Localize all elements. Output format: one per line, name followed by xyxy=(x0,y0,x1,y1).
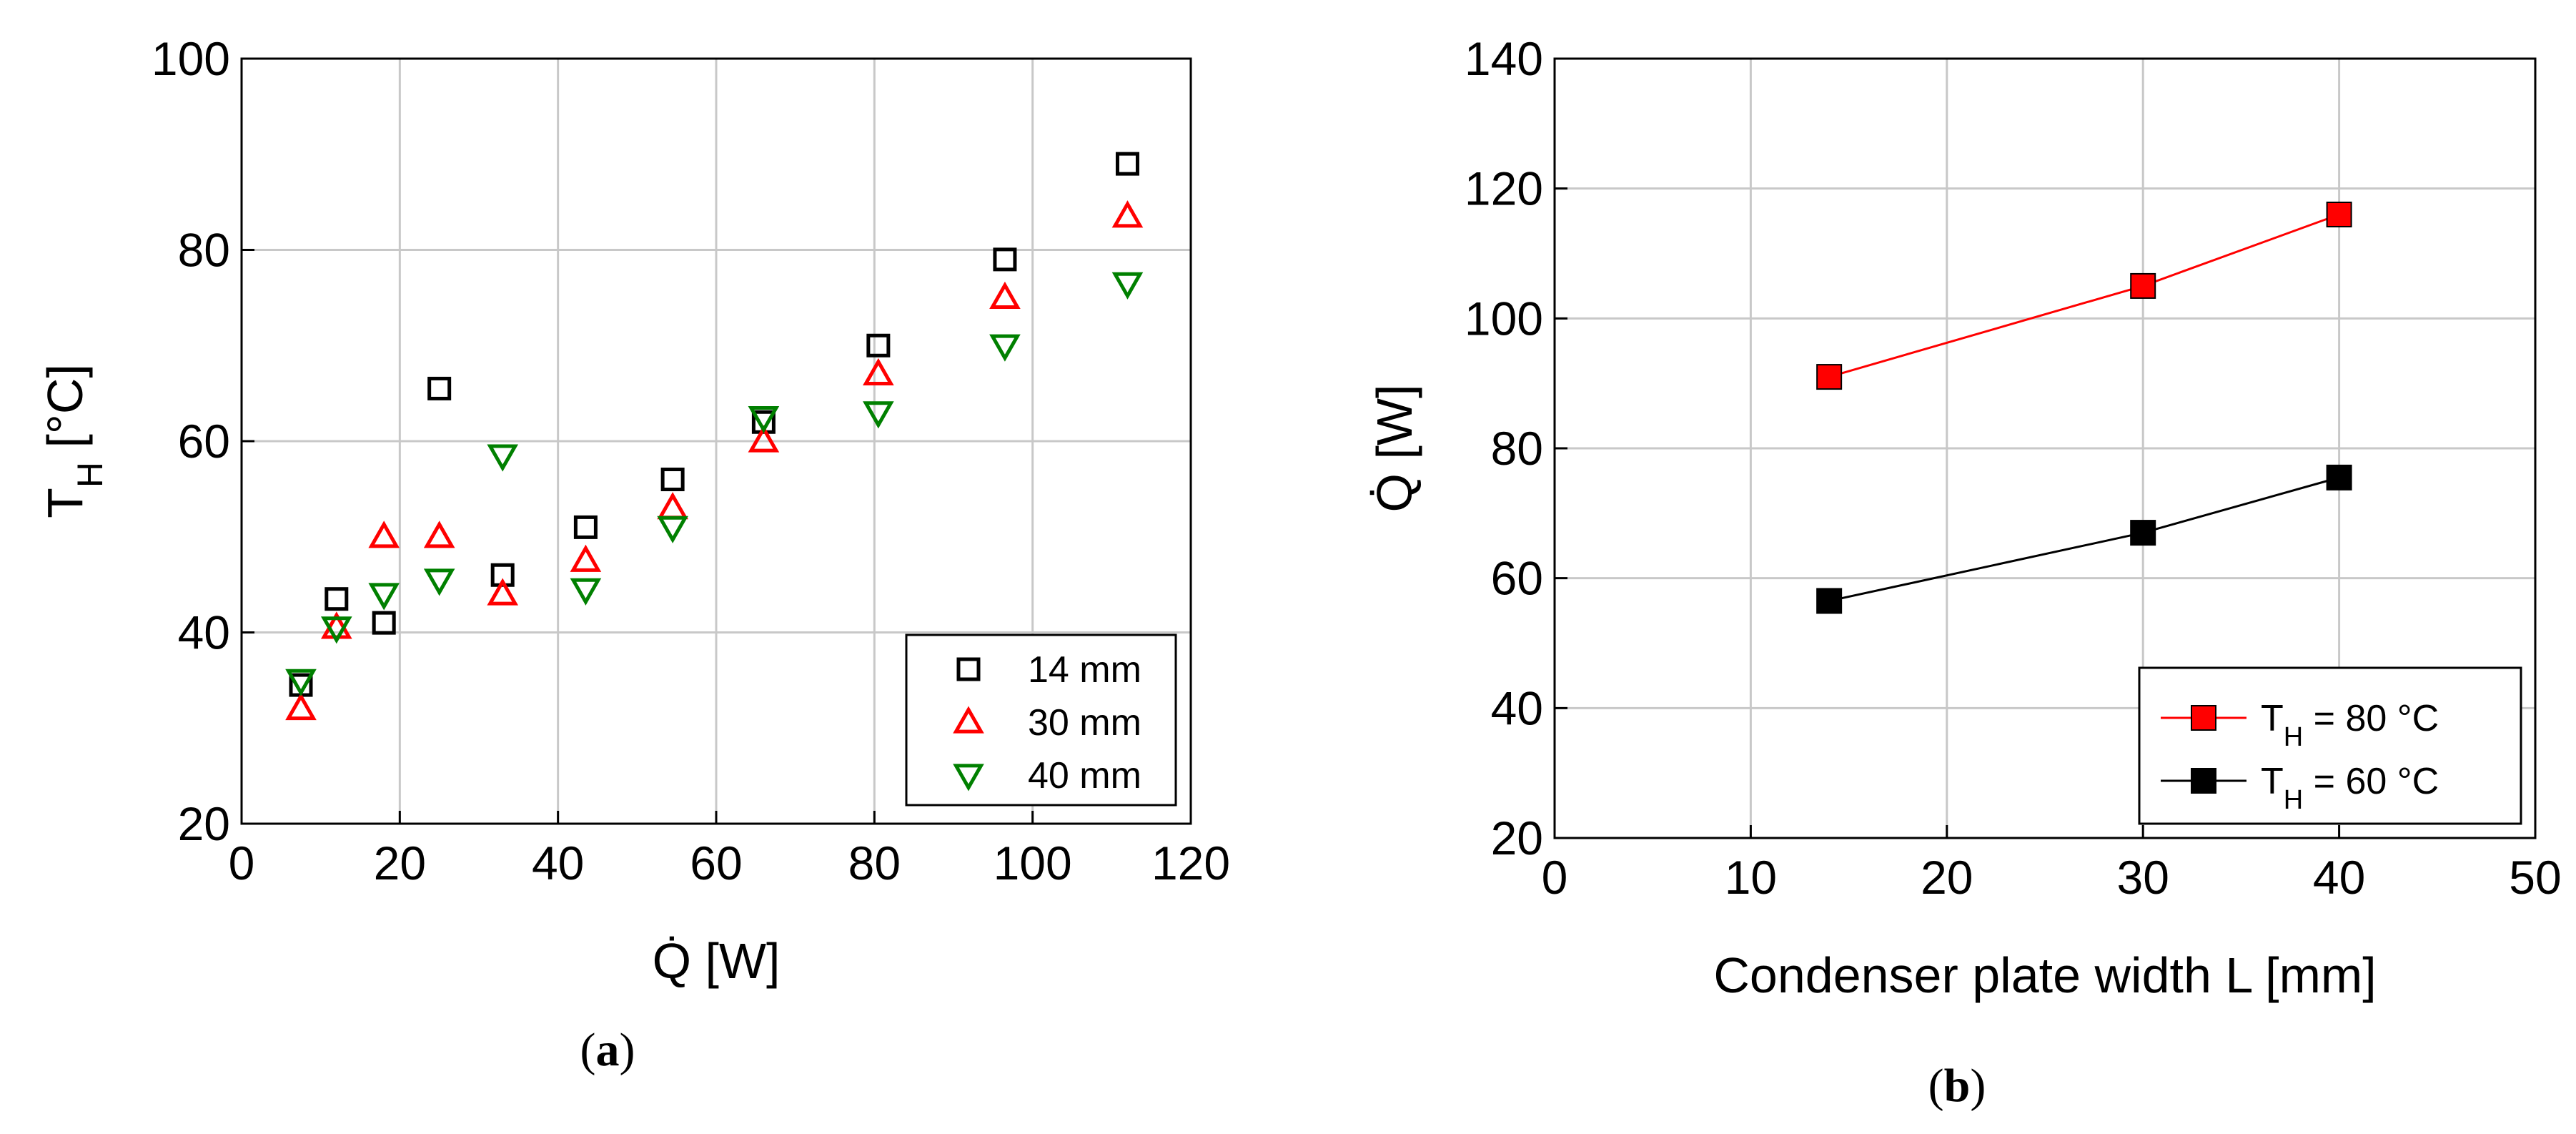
data-point-s0-6 xyxy=(660,468,685,491)
y-tick-label: 100 xyxy=(152,32,230,85)
legend-a-marker-1 xyxy=(953,706,984,734)
data-point-s2-7 xyxy=(748,405,780,434)
data-point-s0-0 xyxy=(1816,364,1843,390)
y-tick-label: 60 xyxy=(1491,552,1543,605)
data-point-s0-2 xyxy=(372,611,396,635)
y-tick-label: 120 xyxy=(1465,162,1543,215)
x-tick-label: 0 xyxy=(1542,851,1568,904)
y-tick-label: 40 xyxy=(178,606,230,659)
data-point-s1-2 xyxy=(368,521,400,548)
data-point-s1-9 xyxy=(989,281,1021,309)
y-tick-label: 140 xyxy=(1465,32,1543,85)
y-tick-label: 20 xyxy=(1491,812,1543,864)
y-tick-label: 40 xyxy=(1491,681,1543,734)
legend-b-label-1: TH = 60 °C xyxy=(2261,761,2439,815)
data-point-s1-6 xyxy=(657,492,688,520)
legend-a-label-2: 40 mm xyxy=(1028,755,1141,797)
legend-a-marker-0 xyxy=(956,657,981,681)
data-point-s0-3 xyxy=(427,376,452,400)
x-tick-label: 120 xyxy=(1151,837,1230,889)
data-point-s1-4 xyxy=(487,578,519,606)
data-point-s1-3 xyxy=(423,521,455,548)
data-point-s2-5 xyxy=(570,578,602,606)
legend-b-box xyxy=(2138,666,2522,825)
x-tick-label: 60 xyxy=(690,837,742,889)
y-tick-label: 60 xyxy=(178,415,230,468)
data-point-s0-9 xyxy=(993,247,1017,272)
legend-a-marker-2 xyxy=(953,764,984,792)
x-tick-label: 50 xyxy=(2509,851,2561,904)
x-tick-label: 100 xyxy=(994,837,1072,889)
data-point-s1-1 xyxy=(2130,520,2156,546)
legend-b-marker-0 xyxy=(2191,705,2216,731)
data-point-s1-8 xyxy=(863,358,894,385)
data-point-s1-0 xyxy=(1816,588,1843,614)
data-point-s2-0 xyxy=(285,669,317,696)
x-tick-label: 80 xyxy=(848,837,901,889)
data-point-s0-5 xyxy=(573,515,598,539)
data-point-s2-1 xyxy=(320,616,352,644)
data-point-s2-4 xyxy=(487,444,519,472)
chart-b-y-axis-label: Q̇ [W] xyxy=(1367,385,1422,513)
x-tick-label: 10 xyxy=(1725,851,1777,904)
data-point-s0-1 xyxy=(325,587,349,611)
y-tick-label: 20 xyxy=(178,797,230,850)
legend-a-label-0: 14 mm xyxy=(1028,649,1141,691)
chart-b-ticks: 0 10 20 30 40 50 20 40 60 80 100 120 140 xyxy=(1465,32,2562,904)
x-tick-label: 40 xyxy=(2313,851,2365,904)
series-line-1 xyxy=(1828,476,2340,602)
chart-b-marks xyxy=(1816,202,2352,614)
data-point-s1-10 xyxy=(1111,200,1144,228)
chart-b-x-axis-label: Condenser plate width L [mm] xyxy=(1713,947,2376,1003)
x-tick-label: 0 xyxy=(229,837,255,889)
y-tick-label: 80 xyxy=(178,224,230,277)
data-point-s0-10 xyxy=(1115,152,1139,176)
chart-a-marks xyxy=(285,152,1144,721)
data-point-s2-3 xyxy=(423,568,455,596)
legend-b-marker-1 xyxy=(2191,768,2216,794)
data-point-s0-1 xyxy=(2130,272,2156,299)
chart-b: 0 10 20 30 40 50 20 40 60 80 100 120 140 Condenser p… xyxy=(1367,32,2562,1112)
legend-b-label-0: TH = 80 °C xyxy=(2261,698,2439,752)
chart-b-legend: TH = 80 °C TH = 60 °C xyxy=(2138,666,2522,825)
series-line-0 xyxy=(1828,213,2340,378)
legend-a-box xyxy=(905,633,1177,807)
data-point-s1-7 xyxy=(748,425,780,453)
x-tick-label: 40 xyxy=(532,837,584,889)
chart-a-legend: 14 mm 30 mm 40 mm xyxy=(905,633,1177,807)
data-point-s2-6 xyxy=(657,516,688,543)
data-point-s2-2 xyxy=(368,583,400,611)
data-point-s0-2 xyxy=(2326,202,2352,227)
x-tick-label: 20 xyxy=(1921,851,1973,904)
data-point-s1-0 xyxy=(285,692,317,721)
data-point-s2-8 xyxy=(863,401,894,429)
y-tick-label: 80 xyxy=(1491,422,1543,475)
y-tick-label: 100 xyxy=(1465,292,1543,345)
panel-label-a: (a) xyxy=(580,1024,635,1076)
data-point-s2-9 xyxy=(989,334,1021,362)
data-point-s1-5 xyxy=(570,544,602,572)
data-point-s0-8 xyxy=(866,333,891,358)
x-tick-label: 30 xyxy=(2116,851,2169,904)
chart-a-y-axis-label: TH [°C] xyxy=(37,364,110,518)
x-tick-label: 20 xyxy=(374,837,426,889)
panel-label-b: (b) xyxy=(1928,1060,1986,1112)
data-point-s2-10 xyxy=(1111,272,1144,300)
legend-a-label-1: 30 mm xyxy=(1028,702,1141,744)
data-point-s1-2 xyxy=(2326,464,2352,490)
chart-a-x-axis-label: Q̇ [W] xyxy=(653,933,781,989)
chart-a-grid xyxy=(242,59,1191,824)
